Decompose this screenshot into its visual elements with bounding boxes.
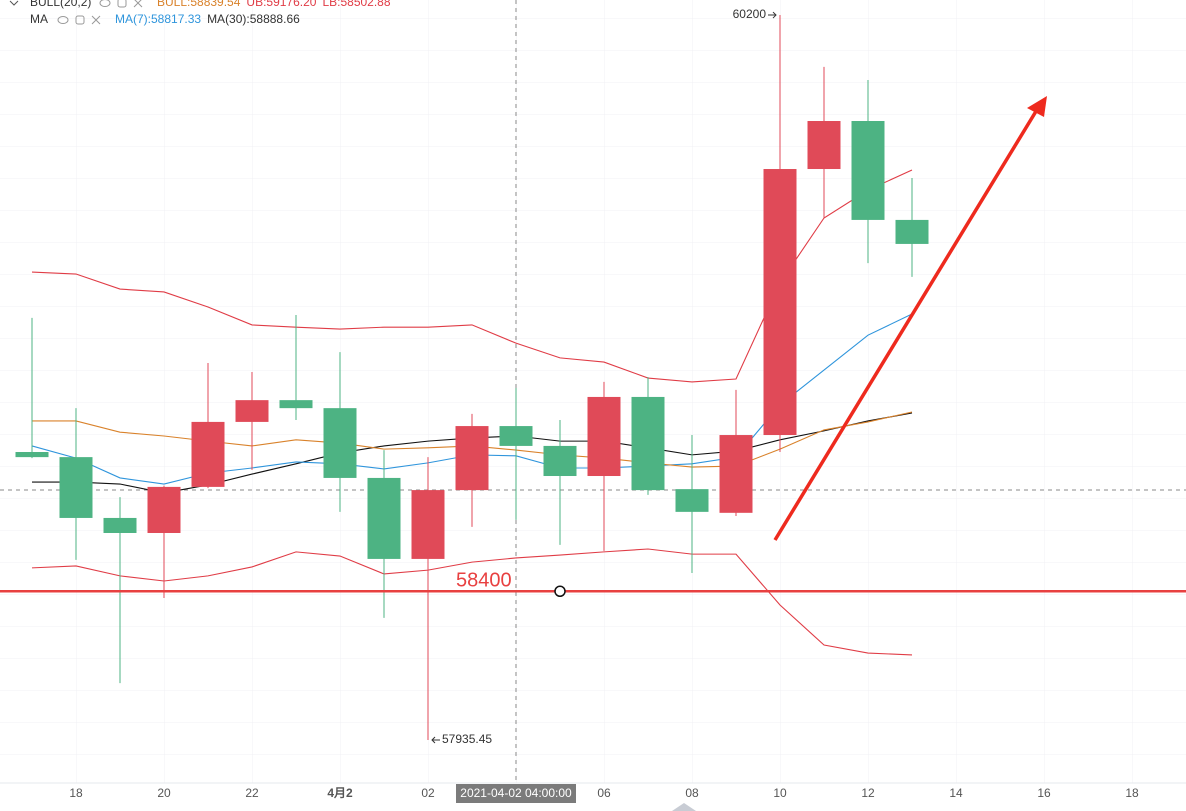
high-label: 60200 <box>733 7 767 21</box>
x-tick-label: 08 <box>685 786 699 800</box>
crosshair-tag-bg <box>456 784 576 803</box>
x-tick-label: 14 <box>949 786 963 800</box>
candle-body <box>147 486 181 533</box>
x-tick-label: 10 <box>773 786 787 800</box>
x-tick-label: 20 <box>157 786 171 800</box>
candle-body <box>499 426 533 446</box>
indicator-readout: MA(30):58888.66 <box>207 12 300 26</box>
candle-body <box>235 400 269 422</box>
indicator-readout: MA(7):58817.33 <box>115 12 201 26</box>
trend-arrow-head <box>1027 96 1047 117</box>
candle-body <box>719 435 753 513</box>
candle-body <box>675 489 709 512</box>
high-arrow <box>768 11 777 19</box>
indicator-title: MA <box>30 12 48 26</box>
grid-v <box>0 0 1186 783</box>
indicator-title: BULL(20,2) <box>30 0 91 9</box>
x-tick-label: 02 <box>421 786 435 800</box>
x-tick-label: 16 <box>1037 786 1051 800</box>
candle-body <box>543 445 577 477</box>
scroll-handle[interactable] <box>672 803 696 811</box>
candle-body <box>279 400 313 409</box>
x-tick-label: 06 <box>597 786 611 800</box>
candle-body <box>807 121 841 170</box>
eye-icon[interactable] <box>57 16 69 24</box>
trend-arrow <box>773 107 1040 541</box>
indicator-readout: UB:59176.20 <box>246 0 316 9</box>
level-handle[interactable] <box>554 585 566 598</box>
settings-icon[interactable] <box>117 0 127 8</box>
plot: 18 20 22 4月2 02 06 08 10 12 14 16 18 60200 57935.45 58… <box>0 7 1186 800</box>
close-icon[interactable] <box>133 0 143 8</box>
candle-body <box>15 452 49 458</box>
candle-body <box>59 457 93 518</box>
candle-body <box>367 477 401 559</box>
indicator-readout: BULL:58839.54 <box>157 0 241 9</box>
x-tick-label: 18 <box>1125 786 1139 800</box>
candle-body <box>631 396 665 491</box>
indicator-line <box>31 548 913 656</box>
x-tick-label: 4月2 <box>327 786 353 800</box>
crosshair-label: 2021-04-02 04:00:00 <box>460 786 572 800</box>
x-tick-label: 12 <box>861 786 875 800</box>
candle-body <box>103 517 137 533</box>
collapse-icon <box>9 0 19 6</box>
candle-body <box>455 426 489 491</box>
low-arrow <box>431 736 440 744</box>
candle-body <box>323 408 357 478</box>
candle-body <box>191 421 225 487</box>
legend: BULL(20,2) BULL:58839.54 UB:59176.20 LB:585… <box>9 0 391 26</box>
indicator-readout: LB:58502.88 <box>322 0 390 9</box>
low-label: 57935.45 <box>442 732 492 746</box>
candle-body <box>763 169 797 436</box>
candle-body <box>411 490 445 559</box>
eye-icon[interactable] <box>99 0 111 7</box>
x-tick-label: 22 <box>245 786 259 800</box>
close-icon[interactable] <box>91 15 101 25</box>
candle-body <box>851 121 885 220</box>
level-label: 58400 <box>456 570 512 592</box>
settings-icon[interactable] <box>75 15 85 25</box>
candle-body <box>895 219 929 244</box>
x-tick-label: 18 <box>69 786 83 800</box>
crosshair-tag: 2021-04-02 04:00:00 <box>456 784 576 803</box>
candle-body <box>587 396 621 477</box>
